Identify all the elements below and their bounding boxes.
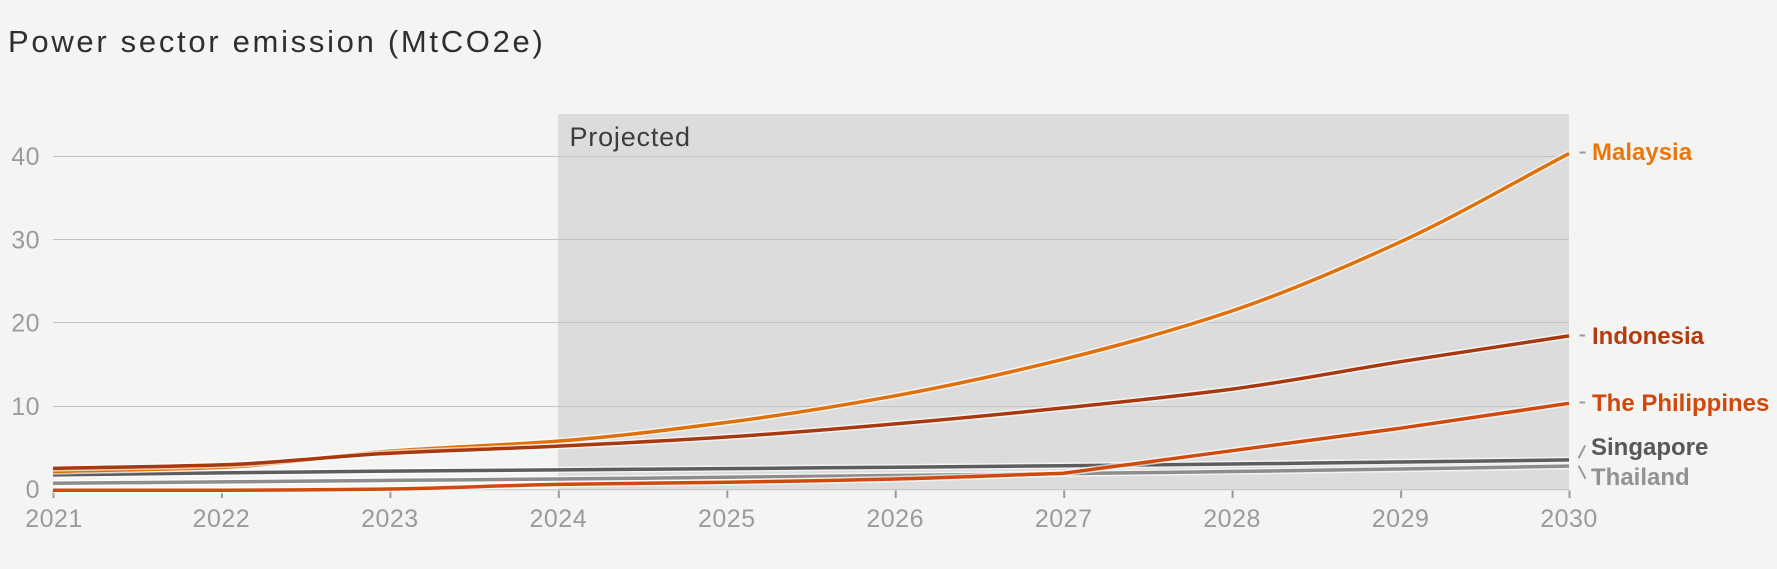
svg-text:2025: 2025	[698, 505, 756, 533]
svg-text:2022: 2022	[193, 505, 251, 533]
svg-text:2030: 2030	[1540, 505, 1598, 533]
svg-text:Thailand: Thailand	[1591, 464, 1690, 491]
svg-text:2024: 2024	[529, 505, 587, 533]
svg-text:2027: 2027	[1035, 505, 1093, 533]
svg-text:20: 20	[11, 310, 40, 338]
svg-text:30: 30	[11, 226, 40, 254]
svg-text:40: 40	[11, 143, 40, 171]
svg-text:2028: 2028	[1203, 505, 1261, 533]
svg-text:Projected: Projected	[570, 122, 691, 152]
svg-text:Indonesia: Indonesia	[1592, 323, 1705, 350]
svg-text:10: 10	[11, 393, 40, 421]
svg-text:Singapore: Singapore	[1591, 434, 1708, 461]
svg-text:2021: 2021	[25, 505, 83, 533]
svg-text:2029: 2029	[1372, 505, 1430, 533]
svg-text:Power sector emission (MtCO2e): Power sector emission (MtCO2e)	[8, 24, 546, 59]
svg-text:2023: 2023	[361, 505, 419, 533]
svg-text:0: 0	[26, 476, 40, 504]
svg-text:The Philippines: The Philippines	[1592, 390, 1769, 417]
svg-text:Malaysia: Malaysia	[1592, 139, 1693, 166]
svg-text:2026: 2026	[866, 505, 924, 533]
